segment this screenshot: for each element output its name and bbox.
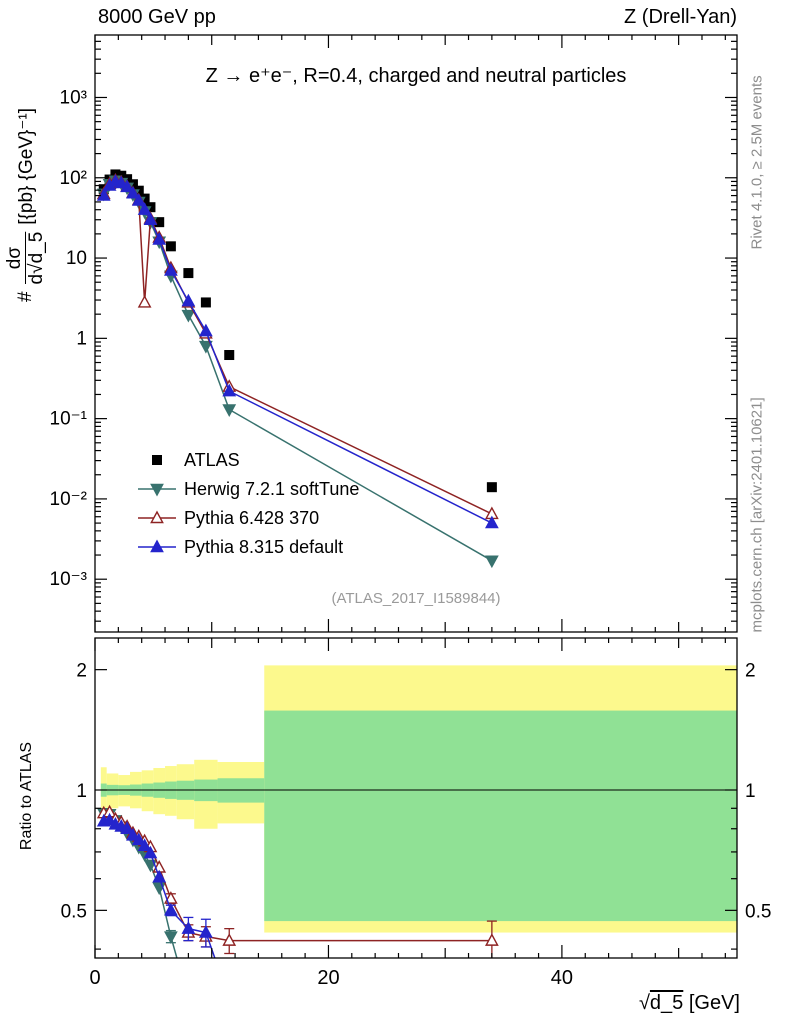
marker-triangle-up bbox=[143, 212, 158, 225]
marker-square bbox=[183, 268, 194, 279]
marker-square bbox=[200, 297, 211, 308]
legend-item-herwig-7-2-1-softtune: Herwig 7.2.1 softTune bbox=[138, 479, 359, 499]
ylabel-units: [{pb} {GeV}⁻¹] bbox=[15, 107, 37, 225]
marker-triangle-down bbox=[484, 555, 499, 569]
main-y-tick-label: 10⁻³ bbox=[50, 569, 88, 590]
marker-triangle-up bbox=[131, 193, 146, 206]
marker-square bbox=[224, 350, 235, 361]
legend: ATLAS Herwig 7.2.1 softTune Pythia 6.428 3… bbox=[138, 450, 359, 557]
marker-triangle-up bbox=[102, 812, 117, 826]
analysis-watermark: (ATLAS_2017_I1589844) bbox=[331, 590, 501, 607]
main-y-axis-label: # dσ d√d_5 [{pb} {GeV}⁻¹] bbox=[0, 85, 52, 325]
marker-triangle-down bbox=[181, 309, 196, 323]
marker-triangle-up bbox=[181, 921, 196, 934]
marker-triangle-up bbox=[143, 845, 158, 859]
marker-triangle-up bbox=[152, 869, 167, 883]
marker-triangle-down bbox=[222, 404, 237, 417]
marker-triangle-up bbox=[120, 821, 134, 834]
main-y-tick-label: 10² bbox=[60, 168, 87, 189]
legend-label: ATLAS bbox=[184, 450, 240, 470]
marker-square bbox=[154, 217, 165, 228]
marker-square bbox=[486, 482, 497, 493]
x-tick-label: 40 bbox=[551, 967, 573, 989]
plot-title: Z → e⁺e⁻, R=0.4, charged and neutral par… bbox=[205, 65, 627, 87]
marker-triangle-up bbox=[181, 293, 196, 307]
main-y-tick-label: 1 bbox=[76, 328, 87, 349]
ratio-y-tick-label: 2 bbox=[745, 661, 756, 682]
header-beam-energy: 8000 GeV pp bbox=[98, 6, 216, 28]
marker-triangle-up bbox=[163, 902, 178, 916]
marker-triangle-up bbox=[486, 963, 497, 974]
main-y-tick-label: 10⁻¹ bbox=[50, 409, 88, 430]
ratio-y-tick-label: 2 bbox=[76, 661, 87, 682]
ratio-y-tick-label: 0.5 bbox=[745, 901, 771, 922]
marker-triangle-up bbox=[152, 232, 167, 245]
marker-triangle-up bbox=[222, 933, 237, 946]
green-band bbox=[264, 710, 737, 922]
ratio-y-axis-label: Ratio to ATLAS bbox=[18, 741, 35, 851]
ylabel-denominator: d√d_5 bbox=[25, 231, 47, 285]
series-main-atlas bbox=[98, 169, 497, 493]
legend-label: Herwig 7.2.1 softTune bbox=[184, 479, 359, 499]
marker-triangle-up bbox=[137, 202, 152, 215]
ylabel-numerator: dσ bbox=[4, 246, 26, 270]
axis-ticks bbox=[94, 35, 737, 958]
main-panel-frame bbox=[94, 34, 738, 633]
marker-triangle-up bbox=[199, 323, 213, 337]
marker-triangle-up bbox=[150, 539, 164, 553]
ratio-panel-frame bbox=[94, 637, 738, 959]
marker-triangle-up bbox=[484, 933, 499, 946]
marker-triangle-up bbox=[137, 294, 152, 308]
marker-triangle-down bbox=[150, 483, 164, 497]
ratio-y-tick-label: 1 bbox=[745, 781, 756, 802]
marker-triangle-down bbox=[183, 995, 194, 1006]
uncertainty-bands bbox=[100, 665, 737, 933]
header-process: Z (Drell-Yan) bbox=[624, 6, 737, 28]
legend-label: Pythia 6.428 370 bbox=[184, 508, 319, 528]
series-line bbox=[103, 180, 493, 524]
marker-triangle-up bbox=[120, 179, 134, 193]
marker-triangle-down bbox=[163, 931, 178, 945]
legend-item-pythia-6-428-370: Pythia 6.428 370 bbox=[138, 508, 319, 528]
marker-triangle-up bbox=[131, 832, 146, 846]
marker-triangle-up bbox=[126, 185, 140, 199]
marker-square bbox=[152, 455, 162, 465]
mcplots-credit-text: mcplots.cern.ch [arXiv:2401.10621] bbox=[748, 397, 766, 633]
x-tick-label: 0 bbox=[89, 967, 100, 989]
legend-item-atlas: ATLAS bbox=[152, 450, 240, 470]
series-ratio-pythia-8-315-default bbox=[96, 812, 497, 1004]
main-y-tick-label: 10³ bbox=[60, 87, 87, 108]
ratio-y-tick-label: 1 bbox=[76, 781, 87, 802]
rivet-version-text: Rivet 4.1.0, ≥ 2.5M events bbox=[748, 75, 766, 250]
marker-triangle-up bbox=[96, 188, 111, 201]
series-main-pythia-8-315-default bbox=[96, 173, 499, 529]
legend-item-pythia-8-315-default: Pythia 8.315 default bbox=[138, 537, 343, 557]
ylabel-fraction: dσ d√d_5 bbox=[4, 231, 47, 285]
marker-triangle-up bbox=[199, 925, 213, 938]
main-y-tick-label: 10 bbox=[66, 248, 87, 269]
legend-label: Pythia 8.315 default bbox=[184, 537, 343, 557]
marker-square bbox=[165, 241, 176, 252]
marker-triangle-up bbox=[163, 263, 178, 276]
main-y-tick-label: 10⁻² bbox=[50, 489, 88, 510]
marker-triangle-up bbox=[222, 383, 237, 397]
marker-triangle-down bbox=[199, 340, 213, 354]
marker-triangle-up bbox=[137, 838, 152, 852]
marker-triangle-up bbox=[484, 515, 499, 529]
marker-triangle-down bbox=[200, 1000, 211, 1011]
ratio-y-tick-label: 0.5 bbox=[61, 901, 87, 922]
marker-triangle-up bbox=[126, 827, 140, 841]
x-axis-label: √d_5 [GeV] bbox=[638, 992, 740, 1014]
marker-triangle-up bbox=[150, 510, 164, 524]
x-tick-label: 20 bbox=[317, 967, 339, 989]
ylabel-prefix: # bbox=[15, 291, 36, 303]
marker-triangle-up bbox=[224, 993, 235, 1004]
marker-triangle-up bbox=[114, 175, 129, 189]
